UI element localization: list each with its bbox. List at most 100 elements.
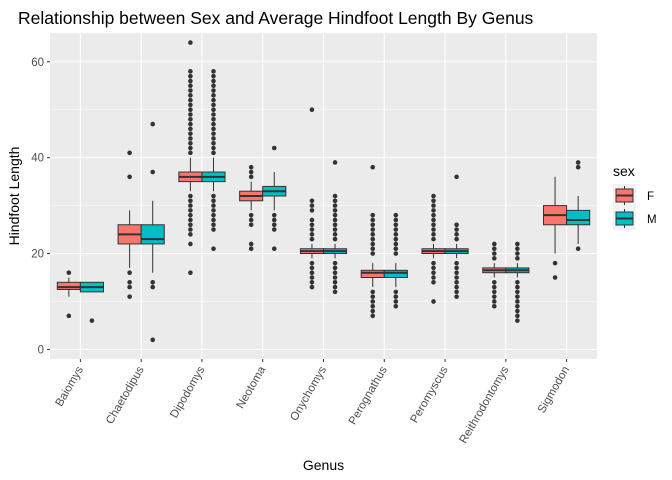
box-body	[383, 269, 408, 279]
outlier-point	[309, 232, 315, 237]
outlier-point	[393, 241, 399, 247]
outlier-point	[211, 212, 216, 218]
outlier-point	[431, 198, 436, 204]
box-F-Perognathus	[360, 164, 385, 319]
outlier-point	[188, 140, 193, 146]
outlier-point	[248, 217, 254, 223]
outlier-point	[332, 212, 338, 218]
outlier-point	[211, 112, 216, 117]
outlier-point	[150, 121, 156, 127]
outlier-point	[188, 222, 193, 228]
outlier-point	[393, 251, 399, 256]
outlier-point	[454, 275, 459, 280]
y-tick-label: 20	[31, 249, 44, 261]
outlier-point	[211, 78, 216, 84]
outlier-point	[515, 313, 520, 319]
x-tick-label: Sigmodon	[536, 365, 572, 416]
box-M-Peromyscus	[444, 174, 469, 299]
box-F-Dipodomys	[178, 40, 203, 276]
outlier-point	[332, 217, 338, 223]
outlier-point	[431, 279, 436, 285]
outlier-point	[211, 83, 216, 89]
outlier-point	[454, 260, 459, 266]
box-M-Baiomys	[79, 281, 104, 323]
outlier-point	[188, 73, 193, 79]
outlier-point	[211, 121, 216, 127]
outlier-point	[188, 88, 193, 93]
outlier-point	[309, 203, 315, 208]
outlier-point	[370, 236, 376, 242]
outlier-point	[454, 270, 459, 276]
outlier-point	[332, 289, 338, 295]
outlier-point	[188, 241, 193, 247]
outlier-point	[370, 246, 376, 252]
y-tick-label: 40	[31, 153, 44, 165]
outlier-point	[211, 203, 216, 208]
outlier-point	[150, 169, 156, 175]
y-axis-title: Hindfoot Length	[6, 147, 22, 246]
outlier-point	[515, 318, 520, 323]
legend-key-M: M	[613, 207, 657, 230]
outlier-point	[393, 289, 399, 295]
outlier-point	[454, 289, 459, 295]
outlier-point	[309, 284, 315, 290]
x-axis-title: Genus	[303, 457, 344, 473]
outlier-point	[188, 40, 193, 45]
outlier-point	[393, 232, 399, 237]
outlier-point	[188, 102, 193, 108]
chart-title: Relationship between Sex and Average Hin…	[18, 8, 534, 28]
outlier-point	[575, 246, 581, 252]
outlier-point	[515, 289, 520, 295]
legend: sex FM	[613, 163, 657, 230]
outlier-point	[515, 251, 520, 256]
outlier-point	[248, 212, 254, 218]
x-tick-label: Peromyscus	[409, 364, 451, 425]
outlier-point	[515, 241, 520, 247]
outlier-point	[393, 222, 399, 228]
outlier-point	[66, 270, 72, 276]
outlier-point	[454, 174, 459, 180]
outlier-point	[248, 246, 254, 252]
outlier-point	[393, 212, 399, 218]
box-M-Sigmodon	[566, 160, 591, 252]
outlier-point	[248, 174, 254, 180]
y-axis: 0 20 40 60	[31, 57, 50, 356]
outlier-point	[454, 236, 459, 242]
x-tick-label: Chaetodipus	[104, 364, 147, 426]
outlier-point	[89, 318, 95, 323]
box-M-Perognathus	[383, 212, 408, 309]
outlier-point	[332, 270, 338, 276]
outlier-point	[332, 227, 338, 232]
outlier-point	[127, 294, 132, 299]
outlier-point	[309, 260, 315, 266]
outlier-point	[211, 93, 216, 98]
outlier-point	[370, 251, 376, 256]
x-axis: Baiomys Chaetodipus Dipodomys Neotoma Onycho…	[54, 359, 572, 446]
outlier-point	[211, 136, 216, 141]
outlier-point	[188, 131, 193, 136]
outlier-point	[515, 303, 520, 309]
outlier-point	[332, 236, 338, 242]
outlier-point	[211, 193, 216, 199]
outlier-point	[211, 69, 216, 74]
box-F-Peromyscus	[421, 193, 446, 304]
outlier-point	[431, 236, 436, 242]
boxes	[56, 40, 591, 343]
y-tick-label: 60	[31, 57, 44, 69]
outlier-point	[491, 246, 497, 252]
outlier-point	[309, 236, 315, 242]
outlier-point	[454, 279, 459, 285]
outlier-point	[491, 289, 497, 295]
outlier-point	[491, 303, 497, 309]
outlier-point	[393, 236, 399, 242]
outlier-point	[188, 198, 193, 204]
outlier-point	[393, 303, 399, 309]
outlier-point	[515, 279, 520, 285]
outlier-point	[211, 246, 216, 252]
outlier-point	[454, 265, 459, 271]
outlier-point	[188, 208, 193, 213]
box-F-Chaetodipus	[117, 150, 142, 299]
outlier-point	[370, 289, 376, 295]
outlier-point	[211, 208, 216, 213]
outlier-point	[150, 279, 156, 285]
